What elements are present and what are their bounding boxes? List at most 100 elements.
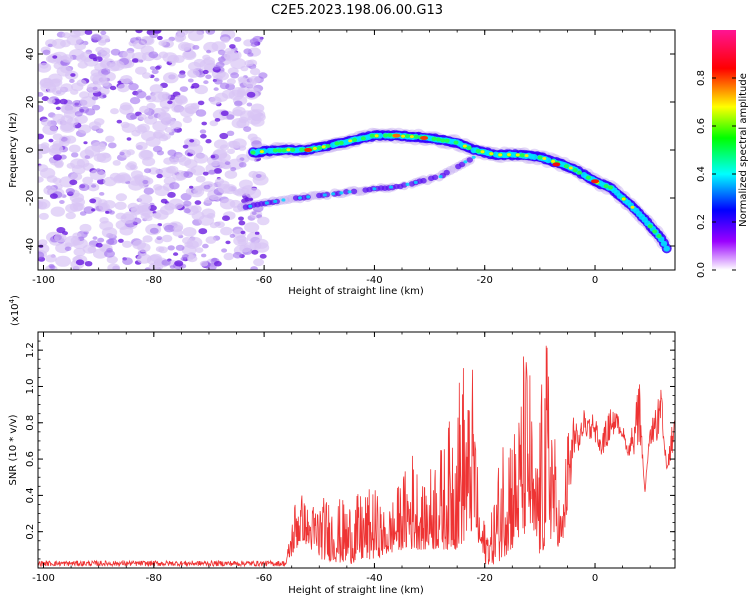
colorbar-tick-label: 0.0 <box>696 262 707 278</box>
noise-blob <box>195 247 204 254</box>
y-tick-label: -40 <box>25 238 36 254</box>
noise-blob <box>213 87 219 91</box>
noise-blob <box>135 125 147 134</box>
noise-blob <box>76 79 87 87</box>
noise-blob <box>220 226 233 236</box>
noise-blob <box>160 205 174 216</box>
noise-blob <box>149 66 156 71</box>
noise-blob <box>161 259 171 266</box>
noise-blob <box>205 30 216 35</box>
noise-blob <box>140 150 153 159</box>
noise-blob <box>59 122 76 133</box>
x-tick-label: -40 <box>366 573 382 584</box>
noise-blob <box>174 260 184 267</box>
secondary-trace-blob <box>347 190 352 194</box>
main-trace-blob <box>250 150 256 155</box>
secondary-trace-blob <box>389 185 393 189</box>
noise-blob <box>171 104 184 113</box>
main-trace-blob <box>431 136 437 141</box>
noise-blob <box>169 265 176 269</box>
noise-blob <box>144 115 158 125</box>
main-trace-blob <box>334 141 340 146</box>
noise-blob <box>161 133 171 140</box>
noise-blob <box>167 245 175 251</box>
noise-blob <box>247 52 254 57</box>
y-tick-label: -20 <box>25 190 36 206</box>
main-trace-blob <box>652 229 658 234</box>
noise-blob <box>99 217 109 224</box>
main-trace-blob <box>338 140 344 145</box>
noise-blob <box>175 244 185 251</box>
noise-blob <box>54 233 67 243</box>
noise-blob <box>84 261 93 267</box>
secondary-trace-blob <box>471 155 476 159</box>
noise-blob <box>217 56 226 63</box>
noise-blob <box>175 173 186 180</box>
main-trace-blob <box>608 185 613 190</box>
noise-blob <box>183 171 193 179</box>
noise-blob <box>157 35 163 41</box>
main-trace-blob <box>383 133 388 138</box>
noise-blob <box>108 142 117 149</box>
noise-blob <box>73 247 86 257</box>
colorbar-ticks: 0.0 0.2 0.4 0.6 0.8 <box>696 70 736 278</box>
y-tick-label: 0.6 <box>25 451 36 467</box>
noise-blob <box>154 185 170 197</box>
noise-blob <box>156 236 163 241</box>
noise-blob <box>135 30 143 34</box>
noise-blob <box>214 92 229 103</box>
secondary-trace-blob <box>420 177 427 184</box>
noise-blob <box>70 89 79 95</box>
noise-blob <box>69 79 75 83</box>
main-trace-blob <box>405 134 410 138</box>
noise-blob <box>222 215 230 221</box>
spectrogram-ylabel: Frequency (Hz) <box>8 112 19 188</box>
main-trace-blob <box>630 205 635 209</box>
main-trace-blob <box>312 147 317 150</box>
noise-blob <box>129 97 141 105</box>
main-trace-blob <box>531 154 538 160</box>
main-trace-blob <box>507 153 511 157</box>
secondary-trace-blob <box>248 204 253 208</box>
noise-blob <box>115 193 127 202</box>
noise-blob <box>126 161 137 169</box>
main-trace-blob <box>480 150 485 154</box>
noise-blob <box>182 144 189 149</box>
noise-blob <box>152 212 162 219</box>
x-tick-label: -80 <box>146 573 162 584</box>
main-trace-blob <box>316 146 322 150</box>
noise-blob <box>95 168 101 172</box>
main-trace-blob <box>537 155 543 160</box>
main-trace-blob <box>325 144 331 148</box>
y-tick-label: 0.4 <box>25 487 36 503</box>
noise-blob <box>126 149 135 156</box>
trace-peak <box>420 136 429 140</box>
noise-blob <box>48 263 55 269</box>
noise-blob <box>84 30 93 35</box>
noise-blob <box>55 106 61 111</box>
noise-blob <box>178 72 186 79</box>
noise-blob <box>224 161 231 166</box>
main-trace-blob <box>462 144 467 148</box>
noise-blob <box>42 124 58 135</box>
noise-blob <box>187 30 204 42</box>
noise-blob <box>251 211 257 215</box>
noise-blob <box>213 168 222 174</box>
noise-blob <box>51 86 66 96</box>
main-trace-blob <box>663 245 670 252</box>
noise-blob <box>215 178 225 185</box>
noise-blob <box>160 198 168 204</box>
noise-blob <box>72 100 83 108</box>
main-trace-blob <box>585 175 591 180</box>
noise-blob <box>39 62 49 69</box>
noise-blob <box>142 235 153 243</box>
noise-blob <box>213 139 228 150</box>
noise-blob <box>91 96 99 101</box>
noise-blob <box>193 153 209 164</box>
noise-blob <box>144 215 153 222</box>
noise-blob <box>180 256 187 261</box>
noise-blob <box>180 43 191 50</box>
noise-blob <box>69 179 78 186</box>
chart-title: C2E5.2023.198.06.00.G13 <box>271 3 443 18</box>
spectrogram-traces <box>237 127 672 254</box>
